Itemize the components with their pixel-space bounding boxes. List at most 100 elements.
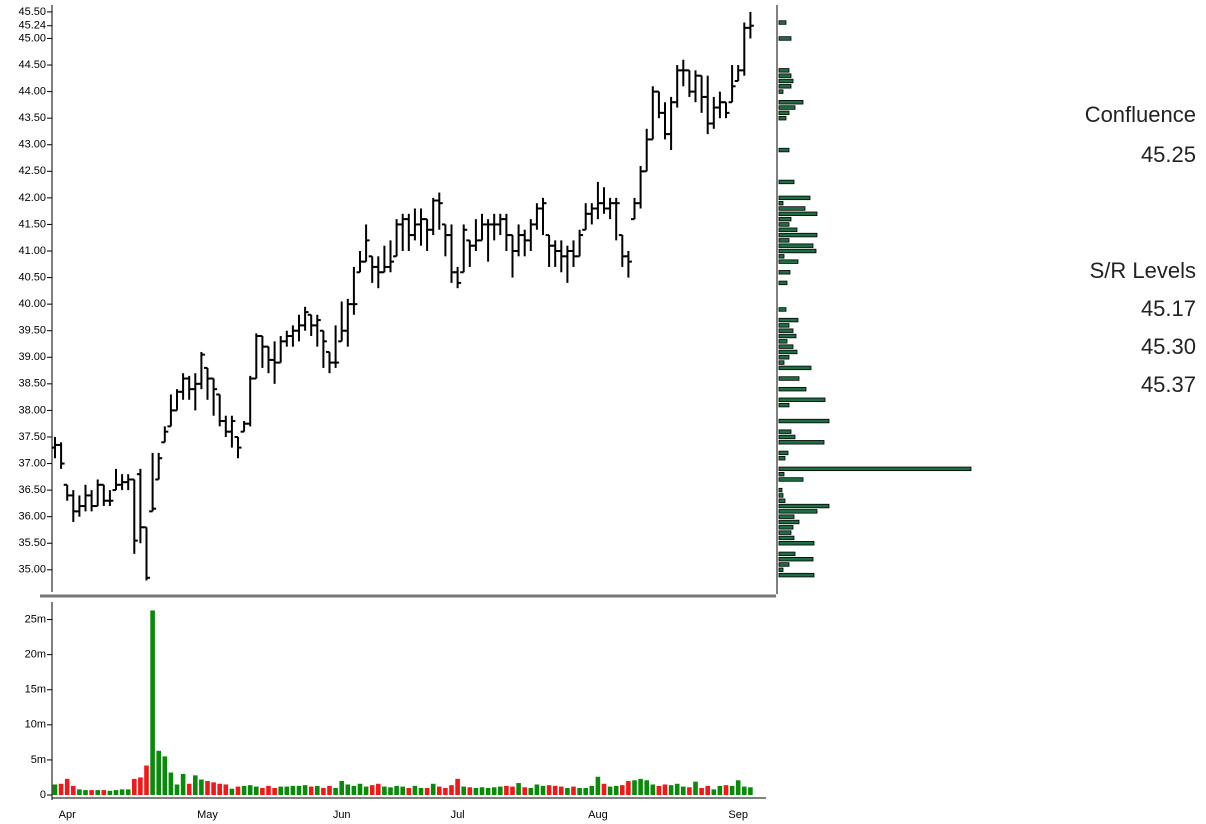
volume-bar: [729, 785, 735, 795]
volume-bar: [186, 783, 192, 795]
volume-bar: [351, 785, 357, 795]
volume-bar: [638, 778, 643, 795]
volume-bar: [229, 788, 235, 795]
profile-bar: [778, 317, 799, 323]
y-tick-label: 44.50: [18, 59, 46, 71]
volume-bar: [424, 787, 430, 795]
profile-bar: [778, 344, 794, 349]
volume-bar: [284, 786, 290, 795]
volume-bar: [95, 790, 100, 795]
profile-bar: [778, 397, 826, 402]
x-tick-label: May: [197, 809, 218, 821]
profile-bar: [778, 418, 830, 424]
profile-bar: [778, 147, 790, 153]
profile-bar: [778, 339, 788, 344]
y-tick-label: 43.00: [18, 139, 46, 151]
volume-bar: [668, 785, 674, 795]
volume-bar: [644, 780, 649, 795]
volume-bar: [321, 787, 326, 795]
volume-bar: [632, 780, 637, 795]
volume-bar: [119, 789, 125, 795]
volume-bar: [662, 784, 668, 795]
y-tick-label: 37.00: [18, 457, 46, 469]
volume-bar: [723, 785, 729, 795]
volume-bar: [449, 785, 454, 795]
profile-bar: [778, 333, 797, 339]
profile-bar: [778, 471, 785, 477]
profile-bar: [778, 434, 796, 440]
volume-bar: [168, 772, 174, 795]
volume-bar: [254, 786, 259, 795]
volume-bar: [296, 785, 302, 795]
profile-bar: [778, 498, 786, 503]
volume-bar: [64, 778, 70, 795]
volume-bar: [498, 786, 503, 795]
profile-bar: [778, 105, 796, 110]
profile-bar: [778, 323, 790, 328]
volume-bar: [577, 787, 582, 795]
volume-bar: [89, 790, 94, 795]
volume-bar: [607, 786, 613, 795]
profile-bar: [778, 68, 790, 73]
y-tick-label: 45.00: [18, 32, 46, 44]
profile-bar: [778, 89, 784, 94]
volume-bar: [559, 786, 564, 795]
profile-bar: [778, 115, 787, 121]
volume-bar: [144, 765, 149, 795]
profile-bar: [778, 360, 785, 365]
volume-bar: [339, 780, 344, 795]
y-tick-label: 40.00: [18, 298, 46, 310]
volume-bar: [687, 787, 692, 795]
profile-bar: [778, 551, 796, 557]
volume-bar: [522, 787, 527, 795]
volume-bar: [125, 789, 131, 795]
volume-bar: [241, 785, 247, 795]
volume-bar: [193, 775, 198, 795]
y-tick-label: 43.50: [18, 112, 46, 124]
volume-bar: [388, 787, 393, 795]
y-tick-label: 20m: [25, 649, 46, 661]
volume-bar: [430, 783, 436, 795]
volume-bar: [235, 786, 241, 795]
volume-bar: [406, 787, 412, 795]
profile-bar: [778, 456, 786, 461]
confluence-value: 45.25: [1140, 142, 1196, 167]
y-tick-label: 37.50: [18, 431, 46, 443]
volume-bar: [394, 785, 399, 795]
y-tick-label: 42.50: [18, 165, 46, 177]
profile-bar: [778, 248, 817, 254]
volume-bar: [595, 776, 601, 795]
volume-bar: [705, 785, 710, 795]
volume-bar: [376, 783, 381, 795]
y-tick-label: 41.50: [18, 218, 46, 230]
volume-bar: [571, 786, 576, 795]
volume-bar: [162, 756, 168, 795]
volume-bar: [58, 783, 64, 795]
volume-bar: [491, 787, 497, 795]
volume-bar: [516, 783, 521, 795]
volume-bar: [382, 786, 387, 795]
y-tick-label: 35.50: [18, 537, 46, 549]
volume-bar: [650, 784, 656, 795]
profile-bar: [778, 254, 785, 259]
volume-bar: [613, 785, 619, 795]
profile-bar: [778, 556, 814, 562]
sr-level: 45.17: [1140, 296, 1196, 321]
profile-bar: [778, 216, 792, 222]
volume-bar: [681, 786, 686, 795]
y-tick-label: 39.00: [18, 351, 46, 363]
volume-bar: [333, 787, 338, 795]
x-tick-label: Jun: [333, 809, 351, 821]
volume-bar: [601, 783, 607, 795]
volume-bar: [546, 785, 552, 795]
y-tick-label: 36.50: [18, 484, 46, 496]
y-tick-label: 41.00: [18, 245, 46, 257]
volume-bar: [418, 787, 424, 795]
profile-bar: [778, 20, 787, 25]
volume-bar: [205, 780, 210, 795]
volume-bar: [223, 784, 229, 795]
y-tick-label: 38.50: [18, 378, 46, 390]
profile-bar: [778, 100, 804, 105]
profile-bar: [778, 110, 790, 116]
